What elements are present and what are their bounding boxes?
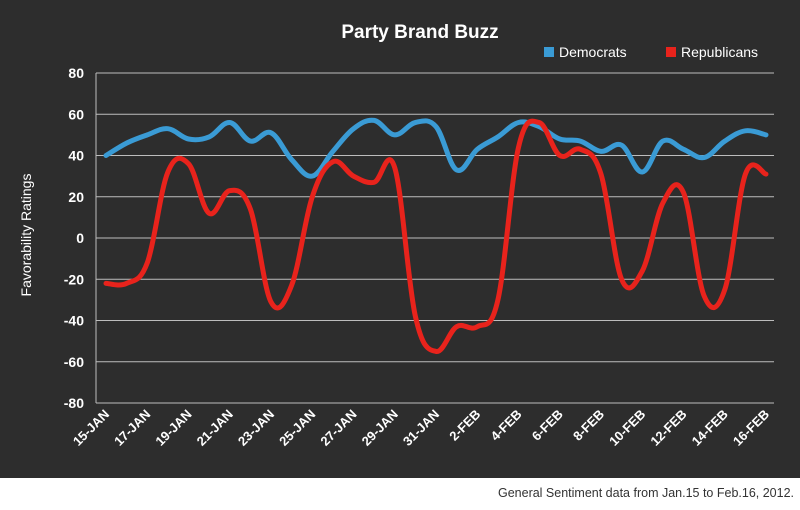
legend-swatch-republicans xyxy=(666,47,676,57)
y-tick-label: -80 xyxy=(64,395,84,411)
x-tick-labels: 15-JAN17-JAN19-JAN21-JAN23-JAN25-JAN27-J… xyxy=(70,407,772,449)
y-tick-label: 60 xyxy=(68,106,84,122)
x-tick-label: 31-JAN xyxy=(400,407,442,449)
y-tick-label: -40 xyxy=(64,313,84,329)
gridlines xyxy=(95,72,774,404)
legend-swatch-democrats xyxy=(544,47,554,57)
source-caption: General Sentiment data from Jan.15 to Fe… xyxy=(497,486,794,500)
chart-panel: -80 -60 -40 -20 0 20 40 60 80 15-JAN 17-JAN 19-JAN… xyxy=(0,0,800,478)
x-tick-label: 6-FEB xyxy=(529,407,566,444)
x-tick-label: 4-FEB xyxy=(487,407,524,444)
x-tick-label: 25-JAN xyxy=(276,407,318,449)
y-tick-label: -20 xyxy=(64,271,84,287)
y-tick-label: 80 xyxy=(68,65,84,81)
line-chart: -80 -60 -40 -20 0 20 40 60 80 15-JAN17-JAN19-JAN… xyxy=(18,22,774,449)
y-tick-label: 40 xyxy=(68,148,84,164)
x-tick-label: 19-JAN xyxy=(152,407,194,449)
series-line-republicans xyxy=(103,118,769,354)
series-lines xyxy=(103,117,769,354)
x-tick-label: 16-FEB xyxy=(730,407,772,449)
y-axis-label: Favorability Ratings xyxy=(18,174,34,297)
x-tick-label: 29-JAN xyxy=(359,407,401,449)
legend: Democrats Republicans xyxy=(544,44,758,60)
legend-label-democrats: Democrats xyxy=(559,44,627,60)
chart-title: Party Brand Buzz xyxy=(341,22,498,43)
y-tick-label: 20 xyxy=(68,189,84,205)
x-tick-label: 8-FEB xyxy=(570,407,607,444)
x-tick-label: 12-FEB xyxy=(647,407,689,449)
x-tick-label: 23-JAN xyxy=(235,407,277,449)
x-tick-label: 17-JAN xyxy=(111,407,153,449)
x-tick-label: 2-FEB xyxy=(446,407,483,444)
x-tick-label: 10-FEB xyxy=(606,407,648,449)
y-tick-label: 0 xyxy=(76,230,84,246)
legend-label-republicans: Republicans xyxy=(681,44,758,60)
x-tick-label: 14-FEB xyxy=(689,407,731,449)
x-tick-label: 15-JAN xyxy=(70,407,112,449)
y-tick-labels: -80 -60 -40 -20 0 20 40 60 80 xyxy=(64,65,84,411)
series-line-democrats xyxy=(103,117,769,179)
y-tick-label: -60 xyxy=(64,354,84,370)
x-tick-label: 21-JAN xyxy=(194,407,236,449)
x-tick-label: 27-JAN xyxy=(317,407,359,449)
